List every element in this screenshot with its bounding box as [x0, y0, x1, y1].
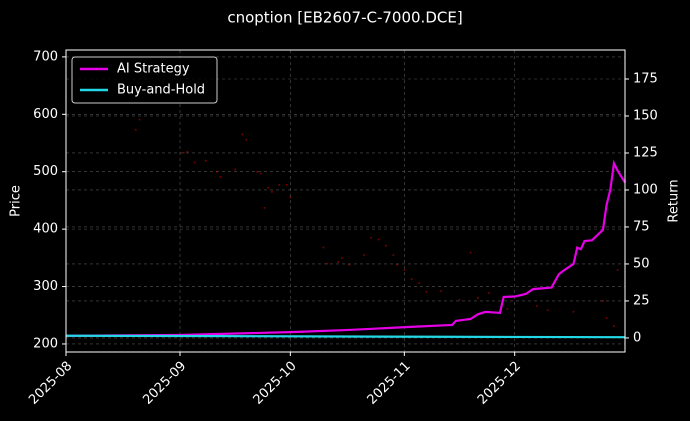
price-point [546, 309, 549, 312]
price-point [285, 183, 288, 186]
price-point [278, 183, 281, 186]
price-point [186, 150, 189, 153]
price-point [234, 168, 237, 171]
y2-tick-label: 25 [633, 293, 650, 308]
price-point [182, 151, 185, 154]
price-point [410, 278, 413, 281]
x-tick-label: 2025-11 [365, 359, 414, 408]
price-point [476, 297, 479, 300]
series-line [65, 159, 626, 337]
price-point [601, 299, 604, 302]
price-point [256, 170, 259, 173]
price-point [340, 256, 343, 259]
y2-tick-label: 0 [633, 330, 641, 345]
price-point [440, 290, 443, 293]
price-point [270, 190, 273, 193]
price-point [458, 298, 461, 301]
price-point [219, 175, 222, 178]
y2-tick-label: 50 [633, 256, 650, 271]
price-point [425, 290, 428, 293]
y2-tick-label: 75 [633, 219, 650, 234]
y2-tick-label: 100 [633, 182, 658, 197]
y2-tick-label: 175 [633, 72, 658, 87]
price-point [259, 172, 262, 175]
price-point [469, 251, 472, 254]
legend-box [71, 56, 218, 104]
legend-label: Buy-and-Hold [117, 83, 205, 98]
y2-tick-label: 150 [633, 108, 658, 123]
price-point [322, 246, 325, 249]
y-tick-label: 600 [33, 107, 58, 122]
x-tick-label: 2025-10 [251, 359, 300, 408]
price-point [267, 186, 270, 189]
y-tick-label: 400 [33, 222, 58, 237]
price-point [241, 133, 244, 136]
price-point [370, 236, 373, 239]
price-point [263, 206, 266, 209]
x-tick-label: 2025-12 [475, 359, 524, 408]
x-tick-label: 2025-08 [26, 359, 75, 408]
price-point [418, 282, 421, 285]
y2-axis-label: Return [667, 179, 682, 222]
x-tick-label: 2025-09 [140, 359, 189, 408]
price-point [605, 317, 608, 320]
price-point [193, 161, 196, 164]
price-point [535, 305, 538, 308]
price-point [204, 159, 207, 162]
price-point [572, 310, 575, 313]
chart-title: cnoption [EB2607-C-7000.DCE] [227, 9, 462, 27]
price-point [138, 118, 141, 121]
price-point [215, 170, 218, 173]
price-point [245, 138, 248, 141]
price-point [348, 263, 351, 266]
price-point [337, 260, 340, 263]
price-point [326, 262, 329, 265]
price-point [392, 253, 395, 256]
y-axis-label: Price [9, 185, 24, 217]
y-tick-label: 700 [33, 49, 58, 64]
y-tick-label: 500 [33, 164, 58, 179]
price-point [289, 196, 292, 199]
y-tick-label: 200 [33, 336, 58, 351]
y2-tick-label: 125 [633, 145, 658, 160]
price-point [612, 325, 615, 328]
y-tick-label: 300 [33, 279, 58, 294]
plot-frame [65, 49, 626, 353]
series-line [65, 334, 626, 339]
legend-label: AI Strategy [117, 62, 190, 77]
price-point [362, 253, 365, 256]
price-point [403, 268, 406, 271]
price-point [506, 307, 509, 310]
price-point [487, 291, 490, 294]
price-point [134, 128, 137, 131]
price-point [377, 238, 380, 241]
price-point [616, 268, 619, 271]
price-point [395, 263, 398, 266]
price-point [384, 244, 387, 247]
